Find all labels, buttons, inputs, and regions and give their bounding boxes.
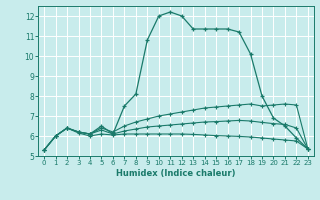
X-axis label: Humidex (Indice chaleur): Humidex (Indice chaleur) — [116, 169, 236, 178]
